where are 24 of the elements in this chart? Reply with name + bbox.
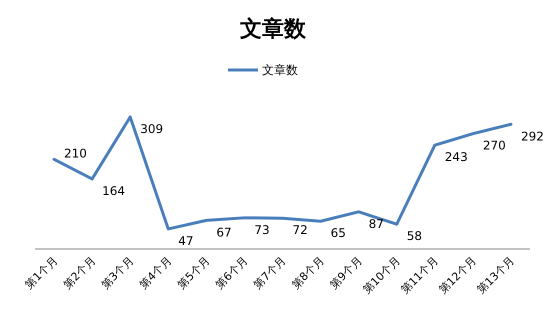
data-label: 210 [64,146,87,160]
data-label: 47 [178,234,194,248]
data-label: 243 [444,150,468,164]
x-tick-label: 第1个月 [22,254,60,292]
legend-label: 文章数 [262,63,298,77]
data-label: 73 [254,222,270,237]
x-tick-label: 第8个月 [289,254,327,292]
data-label: 309 [140,122,164,136]
data-label: 72 [292,223,308,238]
data-label: 65 [330,226,346,240]
x-tick-label: 第13个月 [474,254,518,296]
x-tick-label: 第4个月 [136,254,174,292]
chart-title: 文章数 [239,16,307,42]
data-label: 270 [482,138,506,153]
x-tick-label: 第2个月 [60,254,98,292]
data-label: 87 [368,216,384,231]
data-label: 67 [216,225,232,240]
x-tick-label: 第5个月 [174,254,212,292]
data-label: 58 [406,229,422,244]
x-tick-label: 第6个月 [213,254,251,292]
x-tick-label: 第3个月 [98,254,136,292]
data-label: 164 [102,184,126,198]
data-label: 292 [520,129,544,144]
x-tick-label: 第7个月 [251,254,289,292]
